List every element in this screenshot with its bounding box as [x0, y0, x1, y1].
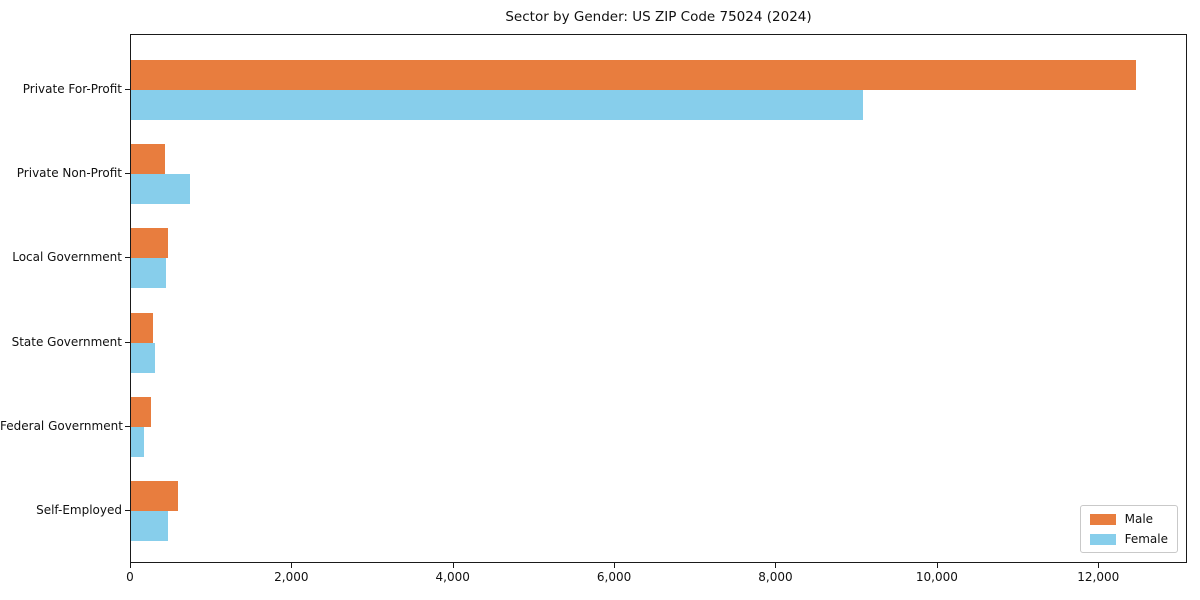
bar-female-private-for-profit [131, 90, 863, 120]
y-axis-label: Self-Employed [36, 503, 122, 517]
x-tick-label: 4,000 [435, 570, 470, 584]
bar-male-local-government [131, 228, 169, 259]
y-tick-mark [125, 89, 130, 90]
y-tick-mark [125, 341, 130, 343]
bar-female-local-government [131, 258, 167, 289]
y-tick-mark [125, 425, 130, 427]
plot-area: Male Female [130, 34, 1187, 563]
x-tick-label: 6,000 [596, 570, 632, 584]
x-tick-label: 0 [126, 570, 134, 584]
y-axis-label: Federal Government [0, 418, 123, 433]
legend-item-male: Male [1089, 512, 1168, 526]
bar-female-self-employed [131, 511, 168, 541]
x-tick-label: 10,000 [915, 570, 958, 584]
legend-swatch-male [1089, 513, 1116, 525]
y-tick-mark [125, 173, 130, 175]
x-tick-mark [614, 563, 616, 568]
legend-label-female: Female [1124, 532, 1168, 546]
x-tick-mark [452, 563, 454, 568]
x-tick-mark [291, 563, 293, 568]
legend-label-male: Male [1124, 512, 1154, 526]
bar-male-federal-government [131, 396, 152, 427]
bar-female-private-non-profit [131, 174, 190, 205]
x-tick-label: 2,000 [274, 570, 309, 584]
x-tick-mark [1098, 563, 1100, 568]
bar-male-private-for-profit [131, 60, 1136, 90]
x-tick-mark [936, 563, 938, 568]
bar-male-private-non-profit [131, 144, 166, 175]
bar-male-self-employed [131, 481, 179, 511]
y-tick-mark [125, 257, 130, 259]
x-tick-label: 8,000 [758, 570, 793, 584]
y-axis-label: State Government [11, 334, 122, 349]
y-axis-label: Private For-Profit [22, 82, 122, 96]
x-tick-label: 12,000 [1077, 570, 1120, 584]
y-tick-mark [125, 510, 130, 511]
legend-swatch-female [1089, 533, 1116, 545]
y-axis-label: Private Non-Profit [16, 166, 122, 181]
bar-female-state-government [131, 342, 155, 373]
bar-male-state-government [131, 312, 153, 343]
chart-title: Sector by Gender: US ZIP Code 75024 (202… [505, 9, 812, 25]
x-tick-mark [130, 563, 131, 568]
bar-female-federal-government [131, 426, 144, 457]
y-axis-label: Local Government [12, 250, 122, 265]
legend-item-female: Female [1089, 532, 1168, 546]
x-tick-mark [775, 563, 777, 568]
legend: Male Female [1079, 505, 1178, 553]
